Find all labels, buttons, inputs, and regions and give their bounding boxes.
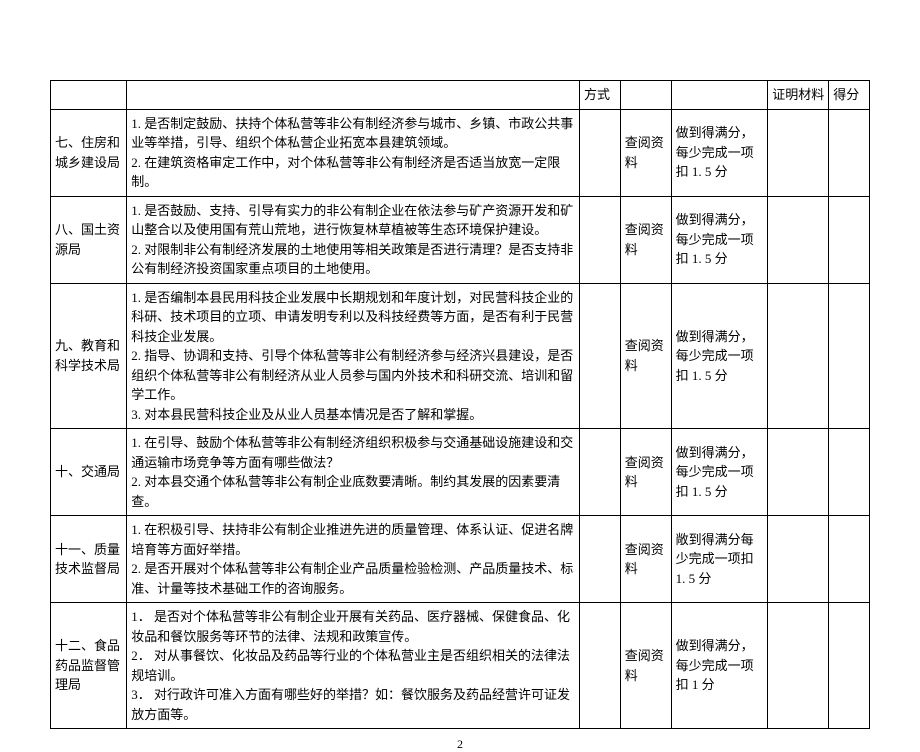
header-cell-1 <box>51 81 127 110</box>
blank-cell <box>829 603 870 729</box>
table-row: 十二、食品药品监督管理局 1． 是否对个体私营等非公有制企业开展有关药品、医疗器… <box>51 603 870 729</box>
header-cell-2 <box>127 81 580 110</box>
method-cell: 查阅资料 <box>620 516 671 603</box>
blank-cell <box>580 516 621 603</box>
score-cell: 做到得满分，每少完成一项扣 1. 5 分 <box>671 429 768 516</box>
dept-cell: 八、国土资源局 <box>51 196 127 283</box>
table-row: 十一、质量技术监督局 1. 在积极引导、扶持非公有制企业推进先进的质量管理、体系… <box>51 516 870 603</box>
score-cell: 做到得满分，每少完成一项扣 1. 5 分 <box>671 196 768 283</box>
method-cell: 查阅资料 <box>620 196 671 283</box>
blank-cell <box>768 109 829 196</box>
blank-cell <box>829 516 870 603</box>
method-cell: 查阅资料 <box>620 603 671 729</box>
score-cell: 敞到得满分每少完成一项扣 1. 5 分 <box>671 516 768 603</box>
dept-cell: 十、交通局 <box>51 429 127 516</box>
blank-cell <box>768 603 829 729</box>
content-cell: 1. 在引导、鼓励个体私营等非公有制经济组织积极参与交通基础设施建设和交通运输市… <box>127 429 580 516</box>
blank-cell <box>768 283 829 429</box>
method-cell: 查阅资料 <box>620 109 671 196</box>
header-row: 方式 证明材料 得分 <box>51 81 870 110</box>
table-row: 八、国土资源局 1. 是否鼓励、支持、引导有实力的非公有制企业在依法参与矿产资源… <box>51 196 870 283</box>
content-cell: 1. 是否制定鼓励、扶持个体私营等非公有制经济参与城市、乡镇、市政公共事业等举措… <box>127 109 580 196</box>
table-row: 七、住房和城乡建设局 1. 是否制定鼓励、扶持个体私营等非公有制经济参与城市、乡… <box>51 109 870 196</box>
dept-cell: 十一、质量技术监督局 <box>51 516 127 603</box>
content-cell: 1. 是否鼓励、支持、引导有实力的非公有制企业在依法参与矿产资源开发和矿山整合以… <box>127 196 580 283</box>
score-cell: 做到得满分，每少完成一项扣 1. 5 分 <box>671 109 768 196</box>
header-cell-4 <box>620 81 671 110</box>
table-row: 十、交通局 1. 在引导、鼓励个体私营等非公有制经济组织积极参与交通基础设施建设… <box>51 429 870 516</box>
blank-cell <box>580 429 621 516</box>
method-cell: 查阅资料 <box>620 429 671 516</box>
dept-cell: 七、住房和城乡建设局 <box>51 109 127 196</box>
blank-cell <box>580 283 621 429</box>
table-row: 九、教育和科学技术局 1. 是否编制本县民用科技企业发展中长期规划和年度计划，对… <box>51 283 870 429</box>
header-cell-7: 得分 <box>829 81 870 110</box>
blank-cell <box>580 109 621 196</box>
method-cell: 查阅资料 <box>620 283 671 429</box>
dept-cell: 十二、食品药品监督管理局 <box>51 603 127 729</box>
header-cell-6: 证明材料 <box>768 81 829 110</box>
blank-cell <box>768 429 829 516</box>
blank-cell <box>829 196 870 283</box>
blank-cell <box>768 196 829 283</box>
page-number: 2 <box>50 737 870 752</box>
score-cell: 做到得满分，每少完成一项扣 1 分 <box>671 603 768 729</box>
content-cell: 1. 在积极引导、扶持非公有制企业推进先进的质量管理、体系认证、促进名牌培育等方… <box>127 516 580 603</box>
score-cell: 做到得满分，每少完成一项扣 1. 5 分 <box>671 283 768 429</box>
blank-cell <box>768 516 829 603</box>
blank-cell <box>829 109 870 196</box>
content-cell: 1． 是否对个体私营等非公有制企业开展有关药品、医疗器械、保健食品、化妆品和餐饮… <box>127 603 580 729</box>
blank-cell <box>580 196 621 283</box>
header-cell-5 <box>671 81 768 110</box>
blank-cell <box>829 283 870 429</box>
content-cell: 1. 是否编制本县民用科技企业发展中长期规划和年度计划，对民营科技企业的科研、技… <box>127 283 580 429</box>
blank-cell <box>580 603 621 729</box>
dept-cell: 九、教育和科学技术局 <box>51 283 127 429</box>
document-table: 方式 证明材料 得分 七、住房和城乡建设局 1. 是否制定鼓励、扶持个体私营等非… <box>50 80 870 729</box>
header-cell-3: 方式 <box>580 81 621 110</box>
blank-cell <box>829 429 870 516</box>
